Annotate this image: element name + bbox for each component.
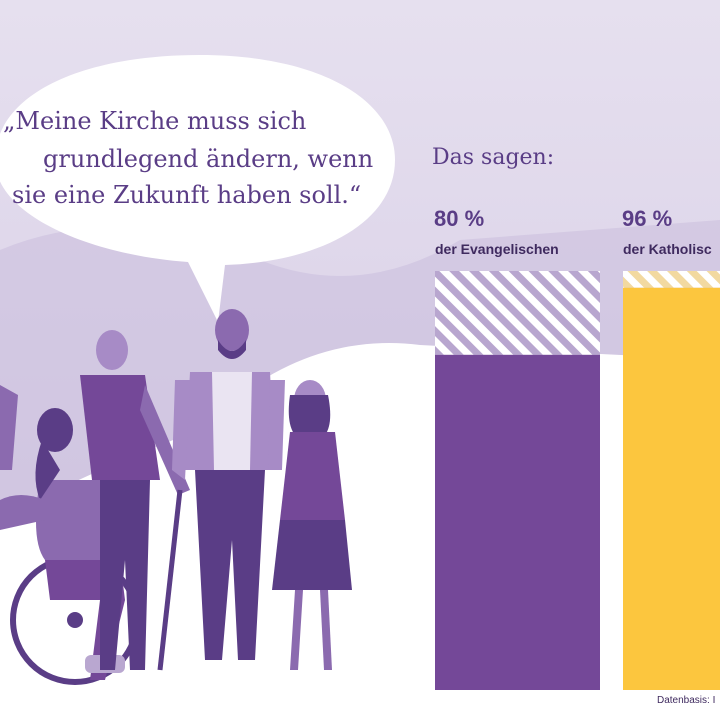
quote-line-1: „Meine Kirche muss sich — [3, 107, 307, 135]
bar-remainder-1 — [623, 271, 720, 288]
quote-line-3: sie eine Zukunft haben soll.“ — [12, 181, 362, 209]
value-label-catholic: 96 % — [622, 206, 673, 231]
chart-title: Das sagen: — [432, 145, 555, 170]
category-label-evangelical: der Evangelischen — [435, 241, 559, 257]
bar-1 — [623, 287, 720, 690]
bar-0 — [435, 354, 600, 690]
man-with-cane — [80, 330, 190, 671]
people-illustration — [0, 309, 352, 685]
value-label-evangelical: 80 % — [434, 206, 485, 231]
quote-line-2: grundlegend ändern, wenn — [43, 145, 374, 173]
speech-bubble — [0, 55, 395, 322]
woman-in-dress — [272, 380, 352, 670]
data-source-note: Datenbasis: I — [657, 695, 716, 706]
category-label-catholic: der Katholisc — [623, 241, 712, 257]
bearded-man — [172, 309, 285, 660]
bar-remainder-0 — [435, 271, 600, 355]
